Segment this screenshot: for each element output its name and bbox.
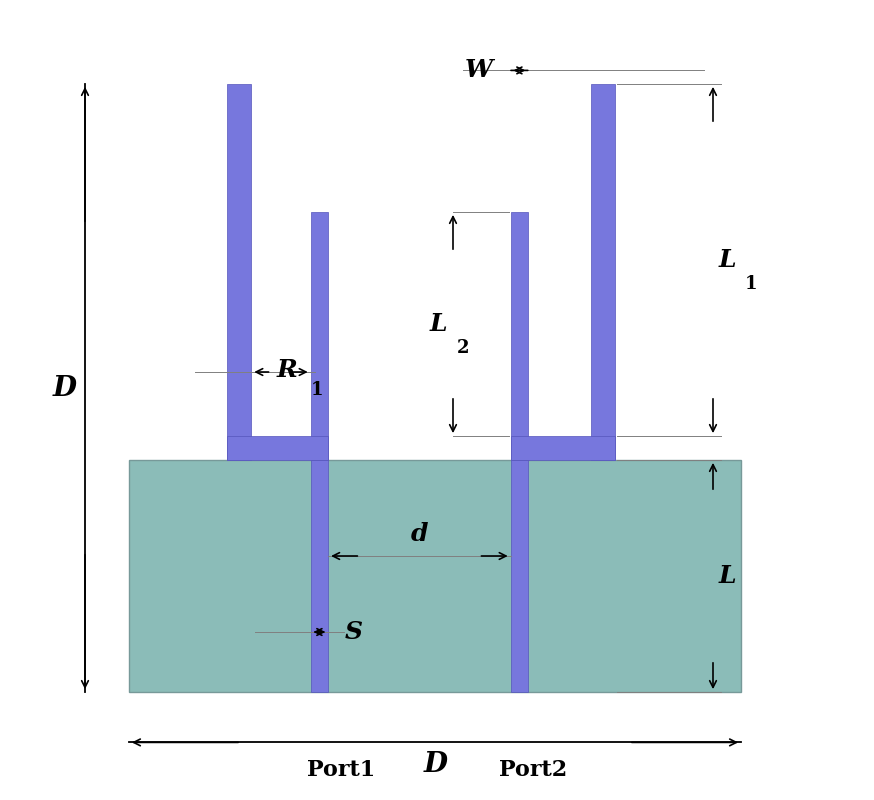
Text: D: D bbox=[53, 374, 77, 402]
Bar bbox=[310, 212, 329, 460]
Bar bbox=[227, 84, 252, 460]
Text: 1: 1 bbox=[311, 381, 323, 398]
Text: L: L bbox=[718, 564, 736, 588]
Bar bbox=[510, 436, 615, 460]
Text: D: D bbox=[423, 750, 447, 778]
Text: R: R bbox=[277, 358, 298, 382]
Text: d: d bbox=[411, 522, 428, 546]
Text: W: W bbox=[465, 58, 493, 82]
Bar bbox=[510, 460, 528, 692]
Text: Port2: Port2 bbox=[499, 759, 567, 782]
Text: 1: 1 bbox=[746, 275, 758, 293]
Bar bbox=[510, 212, 528, 460]
Bar bbox=[310, 460, 329, 692]
Bar bbox=[129, 460, 741, 692]
Text: L: L bbox=[718, 248, 736, 272]
Text: 2: 2 bbox=[456, 339, 468, 357]
Bar bbox=[592, 84, 615, 460]
Text: L: L bbox=[430, 312, 447, 336]
Text: S: S bbox=[345, 620, 363, 644]
Bar bbox=[227, 436, 329, 460]
Text: Port1: Port1 bbox=[307, 759, 375, 782]
